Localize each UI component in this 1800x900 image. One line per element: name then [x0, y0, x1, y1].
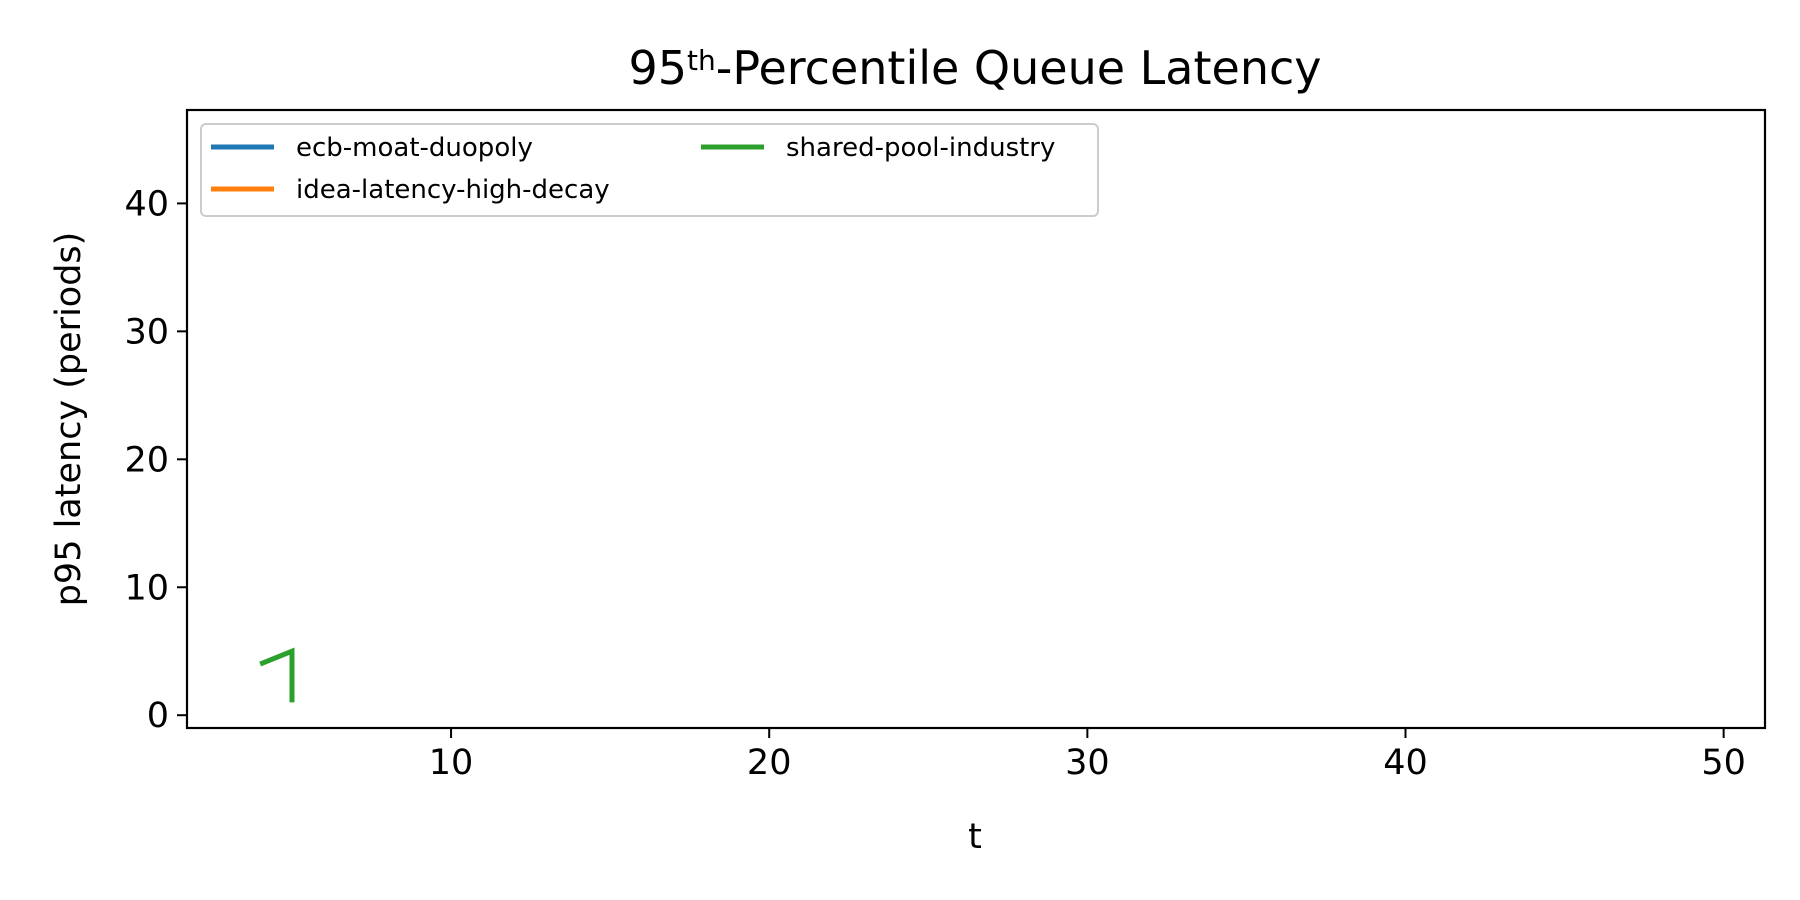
chart-title-sup: th	[687, 44, 716, 77]
y-tick-label: 0	[147, 696, 169, 736]
x-tick-label: 20	[747, 743, 792, 783]
x-tick-label: 40	[1383, 743, 1428, 783]
legend-frame	[200, 123, 1099, 217]
legend-label: shared-pool-industry	[786, 133, 1055, 163]
legend-label: ecb-moat-duopoly	[296, 133, 533, 163]
chart-title: 95th-Percentile Queue Latency	[628, 41, 1321, 95]
x-axis-label: t	[968, 817, 982, 857]
legend-item: idea-latency-high-decay	[211, 175, 610, 205]
chart-title-main: 95	[628, 41, 687, 95]
y-tick-label: 30	[124, 312, 169, 352]
y-axis-label: p95 latency (periods)	[49, 232, 89, 607]
legend-item: ecb-moat-duopoly	[211, 133, 533, 163]
legend-item: shared-pool-industry	[701, 133, 1055, 163]
y-tick-label: 10	[124, 568, 169, 608]
y-tick-label: 20	[124, 440, 169, 480]
legend: ecb-moat-duopoly idea-latency-high-decay s…	[200, 123, 1099, 217]
chart-title-rest: -Percentile Queue Latency	[716, 41, 1322, 95]
legend-label: idea-latency-high-decay	[296, 175, 610, 205]
axis-ticks: 10 20 30 40 50 0 10 20 30 40	[124, 184, 1745, 783]
y-tick-label: 40	[124, 184, 169, 224]
x-tick-label: 30	[1065, 743, 1110, 783]
x-tick-label: 10	[429, 743, 474, 783]
plot-frame	[185, 108, 1767, 730]
series-line-shared-pool-industry	[259, 647, 295, 703]
x-tick-label: 50	[1701, 743, 1746, 783]
plot-area	[259, 647, 295, 703]
